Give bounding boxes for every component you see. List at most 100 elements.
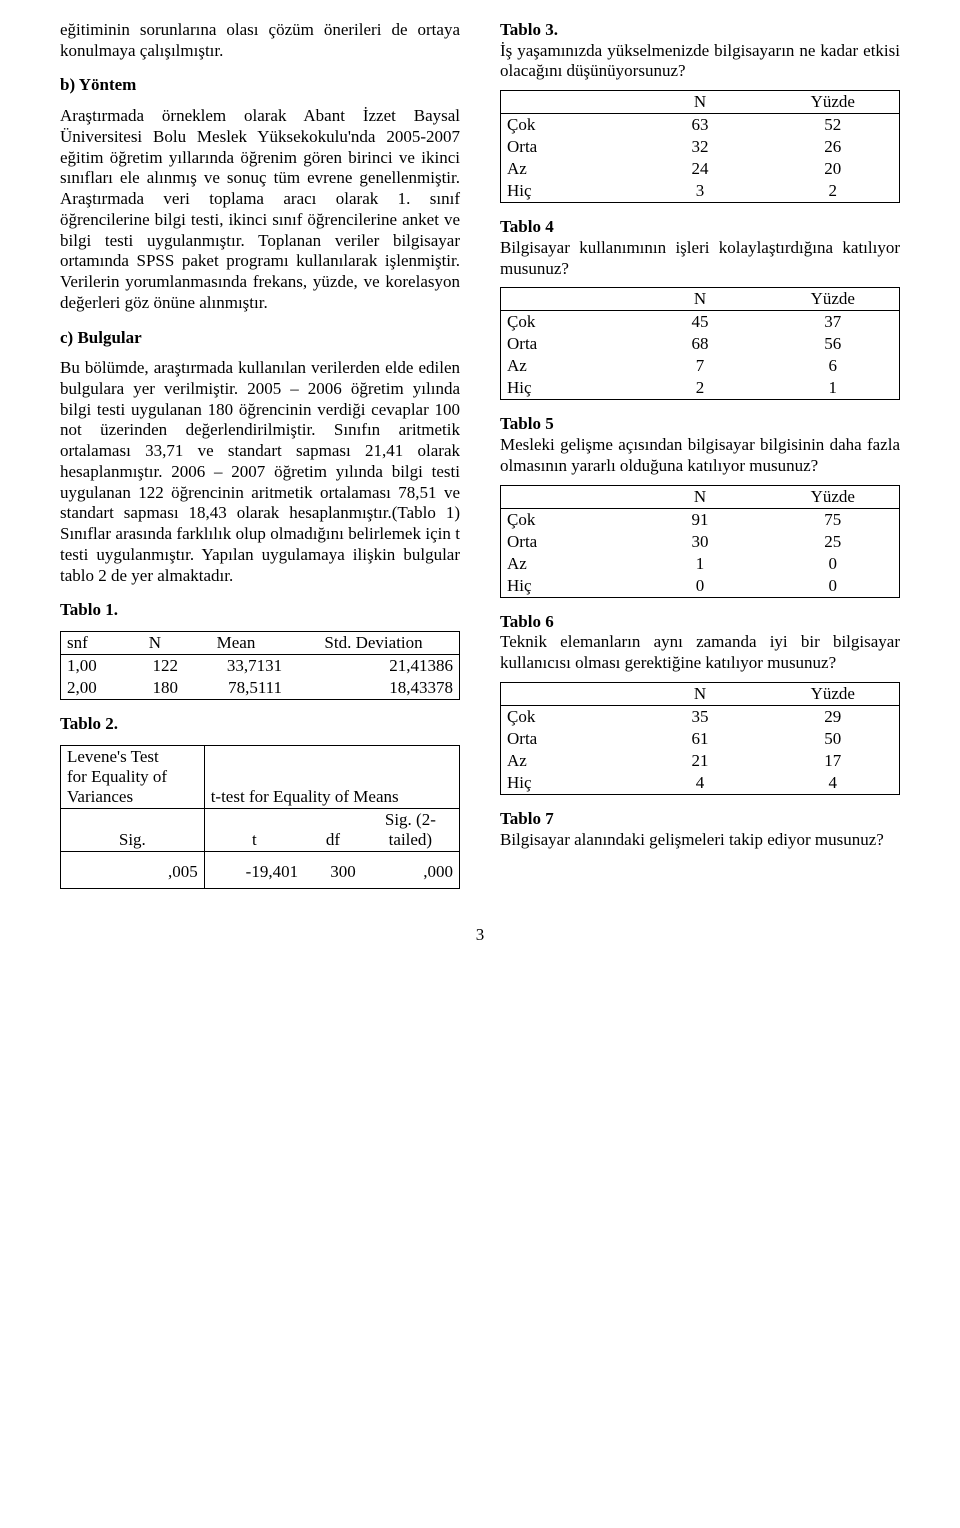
cell: 7 — [634, 355, 767, 377]
table1-cell: 78,5111 — [184, 677, 288, 700]
table1-cell: 2,00 — [61, 677, 126, 700]
table-row: Çok 45 37 — [501, 311, 900, 334]
table-row: N Yüzde — [501, 682, 900, 705]
row-label: Orta — [501, 531, 634, 553]
cell: 1 — [634, 553, 767, 575]
table2-cell: -19,401 — [204, 851, 304, 888]
row-label: Hiç — [501, 377, 634, 400]
table-row: ,005 -19,401 300 ,000 — [61, 851, 460, 888]
col-yuzde: Yüzde — [767, 91, 900, 114]
table7-caption: Tablo 7 Bilgisayar alanındaki gelişmeler… — [500, 809, 900, 850]
table7-label: Tablo 7 — [500, 809, 554, 828]
row-label: Çok — [501, 508, 634, 531]
right-column: Tablo 3. İş yaşamınızda yükselmenizde bi… — [500, 20, 900, 895]
results-paragraph: Bu bölümde, araştırmada kullanılan veril… — [60, 358, 460, 586]
table2-label: Tablo 2. — [60, 714, 460, 735]
cell: 0 — [767, 575, 900, 598]
sig2-line: Sig. (2- — [385, 810, 436, 829]
cell: 61 — [634, 728, 767, 750]
table2-ttest-head: t-test for Equality of Means — [204, 745, 459, 808]
levene-line: for Equality of — [67, 767, 167, 786]
method-heading: b) Yöntem — [60, 75, 460, 96]
cell: 20 — [767, 158, 900, 180]
table5-label: Tablo 5 — [500, 414, 554, 433]
cell: 63 — [634, 114, 767, 137]
table-row: N Yüzde — [501, 485, 900, 508]
table1-header-n: N — [126, 632, 184, 655]
row-label: Çok — [501, 705, 634, 728]
table4-label: Tablo 4 — [500, 217, 554, 236]
cell: 3 — [634, 180, 767, 203]
table4: N Yüzde Çok 45 37 Orta 68 56 Az 7 6 — [500, 287, 900, 400]
empty-cell — [501, 91, 634, 114]
table5-caption-text: Mesleki gelişme açısından bilgisayar bil… — [500, 435, 900, 476]
cell: 52 — [767, 114, 900, 137]
cell: 56 — [767, 333, 900, 355]
row-label: Orta — [501, 136, 634, 158]
table1-cell: 1,00 — [61, 655, 126, 678]
cell: 1 — [767, 377, 900, 400]
cell: 24 — [634, 158, 767, 180]
table-row: snf N Mean Std. Deviation — [61, 632, 460, 655]
table-row: Sig. t df Sig. (2- tailed) — [61, 808, 460, 851]
table-row: Hiç 4 4 — [501, 772, 900, 795]
table6-caption-text: Teknik elemanların aynı zamanda iyi bir … — [500, 632, 900, 673]
empty-cell — [501, 485, 634, 508]
cell: 2 — [634, 377, 767, 400]
cell: 29 — [767, 705, 900, 728]
table-row: 2,00 180 78,5111 18,43378 — [61, 677, 460, 700]
sig2-line: tailed) — [389, 830, 432, 849]
table-row: Az 21 17 — [501, 750, 900, 772]
cell: 30 — [634, 531, 767, 553]
cell: 45 — [634, 311, 767, 334]
col-n: N — [634, 91, 767, 114]
table-row: Hiç 2 1 — [501, 377, 900, 400]
table2-col-t: t — [204, 808, 304, 851]
table1-cell: 21,41386 — [288, 655, 459, 678]
table2-col-sig: Sig. — [61, 808, 205, 851]
cell: 91 — [634, 508, 767, 531]
cell: 25 — [767, 531, 900, 553]
table5-caption: Tablo 5 Mesleki gelişme açısından bilgis… — [500, 414, 900, 476]
cell: 75 — [767, 508, 900, 531]
table1-header-snf: snf — [61, 632, 126, 655]
row-label: Hiç — [501, 772, 634, 795]
cell: 4 — [634, 772, 767, 795]
table-row: 1,00 122 33,7131 21,41386 — [61, 655, 460, 678]
table4-caption-text: Bilgisayar kullanımının işleri kolaylaşt… — [500, 238, 900, 279]
cell: 35 — [634, 705, 767, 728]
cell: 0 — [767, 553, 900, 575]
row-label: Hiç — [501, 180, 634, 203]
row-label: Az — [501, 158, 634, 180]
table2-levene-head: Levene's Test for Equality of Variances — [61, 745, 205, 808]
page: eğitiminin sorunlarına olası çözüm öneri… — [0, 0, 960, 1528]
table4-caption: Tablo 4 Bilgisayar kullanımının işleri k… — [500, 217, 900, 279]
table7-caption-text: Bilgisayar alanındaki gelişmeleri takip … — [500, 830, 900, 851]
levene-line: Levene's Test — [67, 747, 159, 766]
cell: 17 — [767, 750, 900, 772]
empty-cell — [501, 288, 634, 311]
cell: 32 — [634, 136, 767, 158]
table2-col-sig2: Sig. (2- tailed) — [362, 808, 460, 851]
table3-caption: Tablo 3. İş yaşamınızda yükselmenizde bi… — [500, 20, 900, 82]
cell: 4 — [767, 772, 900, 795]
row-label: Orta — [501, 728, 634, 750]
cell: 2 — [767, 180, 900, 203]
table2-cell: 300 — [304, 851, 362, 888]
table1-header-mean: Mean — [184, 632, 288, 655]
row-label: Hiç — [501, 575, 634, 598]
table-row: N Yüzde — [501, 91, 900, 114]
row-label: Orta — [501, 333, 634, 355]
table-row: Az 1 0 — [501, 553, 900, 575]
table-row: Az 24 20 — [501, 158, 900, 180]
table6-caption: Tablo 6 Teknik elemanların aynı zamanda … — [500, 612, 900, 674]
table6: N Yüzde Çok 35 29 Orta 61 50 Az 21 17 — [500, 682, 900, 795]
table1-cell: 180 — [126, 677, 184, 700]
table3-label: Tablo 3. — [500, 20, 558, 39]
table1-cell: 33,7131 — [184, 655, 288, 678]
levene-line: Variances — [67, 787, 133, 806]
col-yuzde: Yüzde — [767, 485, 900, 508]
table-row: N Yüzde — [501, 288, 900, 311]
table-row: Çok 91 75 — [501, 508, 900, 531]
col-n: N — [634, 288, 767, 311]
